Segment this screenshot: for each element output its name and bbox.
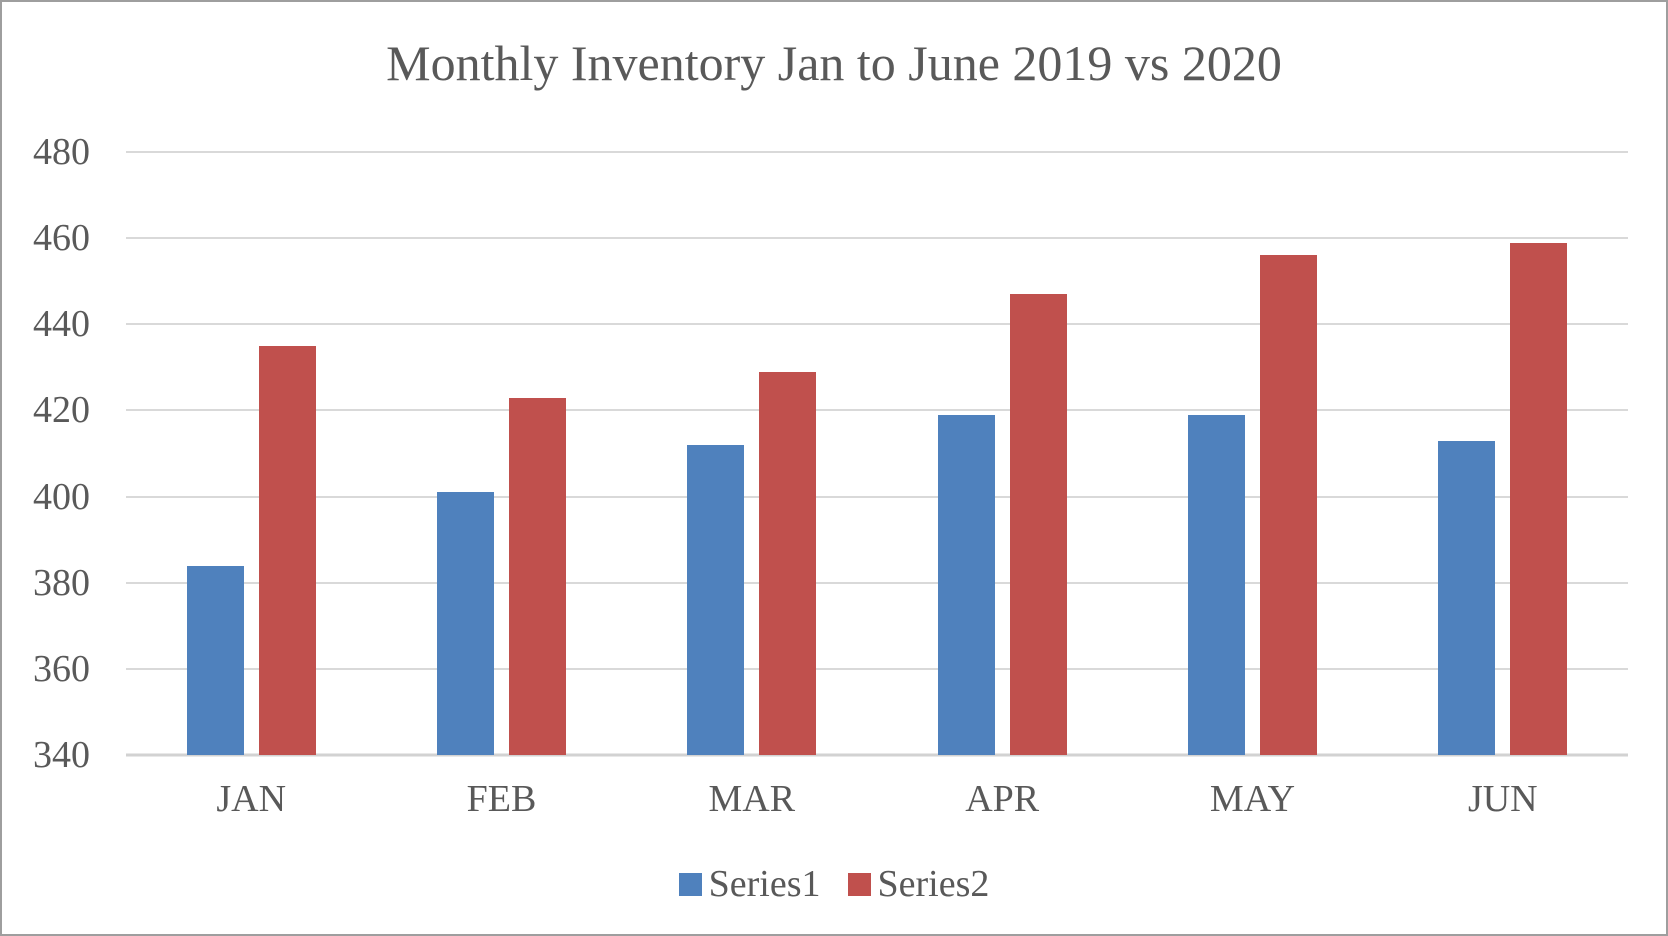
bar-series2-may — [1260, 255, 1317, 755]
y-axis-label-380: 380 — [33, 561, 90, 604]
y-axis-label-480: 480 — [33, 131, 90, 173]
legend-label: Series2 — [877, 863, 990, 905]
chart-title: Monthly Inventory Jan to June 2019 vs 20… — [386, 35, 1282, 91]
gridline-400 — [126, 495, 1628, 498]
legend-swatch-icon — [678, 872, 702, 896]
gridline-360 — [126, 667, 1628, 670]
gridline-440 — [126, 323, 1628, 326]
x-axis-label-mar: MAR — [708, 778, 796, 820]
legend-label: Series1 — [708, 863, 821, 905]
x-axis-label-may: MAY — [1209, 778, 1296, 820]
x-axis-label-jun: JUN — [1467, 778, 1538, 820]
legend-swatch-icon — [847, 872, 871, 896]
plot-area — [126, 151, 1628, 757]
x-axis-line — [126, 753, 1628, 757]
bar-series2-jan — [258, 345, 316, 755]
y-axis-label-360: 360 — [33, 647, 90, 690]
x-axis-label-feb: FEB — [466, 778, 537, 820]
x-axis-label-apr: APR — [965, 778, 1040, 820]
bar-series2-feb — [509, 397, 566, 755]
x-axis-label-jan: JAN — [216, 778, 287, 820]
y-axis-label-420: 420 — [33, 389, 90, 432]
bar-series1-apr — [937, 414, 995, 755]
gridline-380 — [126, 581, 1628, 584]
bar-series1-may — [1188, 414, 1245, 755]
bar-series2-mar — [759, 371, 817, 755]
y-axis-label-460: 460 — [33, 217, 90, 260]
y-axis-label-440: 440 — [33, 303, 90, 346]
gridline-480 — [126, 151, 1628, 153]
bar-series1-jan — [186, 565, 244, 755]
legend-item-series1: Series1 — [678, 863, 821, 905]
legend: Series1 Series2 — [2, 864, 1666, 904]
bar-series1-jun — [1438, 440, 1496, 755]
bar-series2-jun — [1510, 242, 1568, 755]
y-axis-label-340: 340 — [33, 734, 90, 776]
legend-item-series2: Series2 — [847, 863, 990, 905]
bar-series2-apr — [1009, 294, 1067, 755]
gridline-460 — [126, 237, 1628, 240]
y-axis-label-400: 400 — [33, 475, 90, 518]
gridline-420 — [126, 409, 1628, 412]
bar-series1-mar — [687, 444, 745, 755]
bar-series1-feb — [437, 492, 494, 755]
